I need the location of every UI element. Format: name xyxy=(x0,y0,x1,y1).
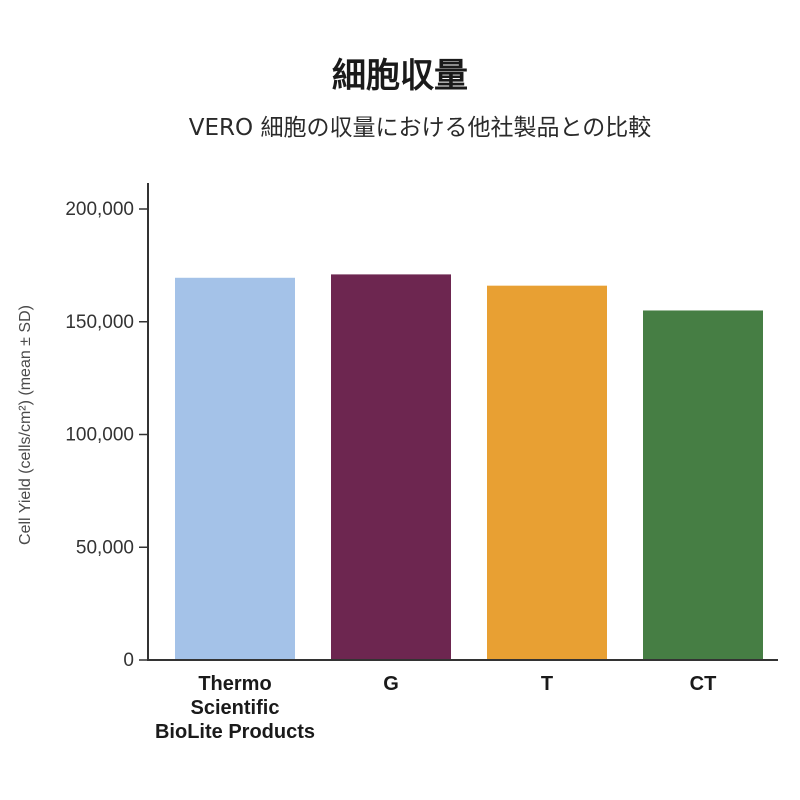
x-category-label: CT xyxy=(690,673,717,695)
y-tick-label: 100,000 xyxy=(65,425,134,446)
y-tick-label: 50,000 xyxy=(76,537,134,558)
x-category-label: Thermo Scientific BioLite Products xyxy=(155,673,315,743)
chart-title: 細胞収量 xyxy=(332,56,468,96)
bar-1 xyxy=(175,277,295,660)
y-axis-label: Cell Yield (cells/cm²) (mean ± SD) xyxy=(17,305,34,545)
bar-3 xyxy=(487,285,607,660)
y-tick-label: 150,000 xyxy=(65,312,134,333)
x-category-label: T xyxy=(541,673,553,695)
x-category-label: G xyxy=(383,673,399,695)
chart-subtitle: VERO 細胞の収量における他社製品との比較 xyxy=(188,115,652,141)
bar-4 xyxy=(643,310,763,660)
y-tick-label: 200,000 xyxy=(65,199,134,220)
bar-2 xyxy=(331,274,451,660)
y-tick-label: 0 xyxy=(123,650,134,671)
